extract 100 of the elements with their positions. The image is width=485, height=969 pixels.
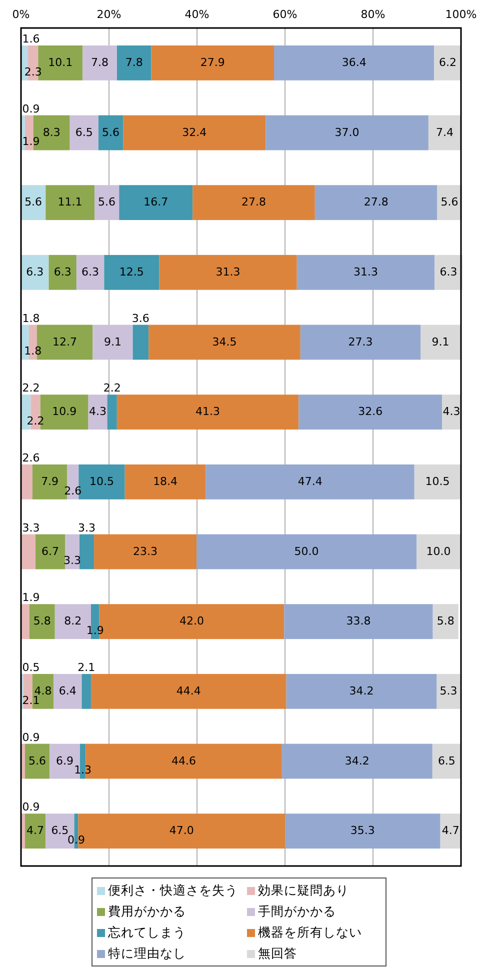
data-label: 7.9: [41, 474, 59, 488]
data-label: 8.3: [42, 126, 60, 139]
bar: [24, 744, 50, 779]
bar: [132, 324, 149, 360]
bar: [36, 534, 65, 570]
legend-label: 効果に疑問あり: [258, 882, 349, 898]
legend-label: 便利さ・快適さを失う: [108, 882, 238, 898]
data-label: 2.2: [22, 382, 40, 395]
data-label: 2.1: [78, 660, 96, 674]
bar: [46, 185, 94, 220]
bar: [159, 254, 297, 290]
data-label: 5.8: [33, 614, 51, 628]
data-label: 42.0: [179, 614, 204, 628]
data-label: 0.9: [22, 102, 40, 116]
bar: [440, 814, 461, 849]
x-tick-label: 60%: [272, 8, 298, 21]
legend-label: 忘れてしまう: [108, 924, 186, 940]
data-label: 41.3: [196, 405, 220, 418]
bar: [428, 115, 461, 150]
data-label: 1.9: [22, 591, 40, 604]
bar: [296, 254, 435, 290]
data-label: 23.3: [133, 544, 158, 558]
data-label: 31.3: [216, 265, 240, 278]
bar: [148, 324, 300, 360]
bar: [432, 604, 458, 640]
bar: [286, 674, 437, 709]
data-label: 10.5: [89, 474, 114, 488]
data-label: 37.0: [334, 126, 360, 139]
bar: [284, 604, 433, 640]
bar: [116, 45, 152, 80]
data-label: 0.5: [22, 660, 40, 674]
data-label: 4.7: [442, 824, 460, 838]
data-label: 10.0: [426, 544, 451, 558]
bar: [54, 674, 82, 709]
data-label: 9.1: [104, 335, 122, 348]
legend-label: 無回答: [258, 945, 297, 960]
data-label: 9.1: [432, 335, 450, 348]
bar: [314, 185, 438, 220]
data-label: 34.2: [344, 754, 370, 768]
data-label: 5.6: [440, 196, 458, 209]
x-tick-label: 80%: [360, 8, 386, 21]
x-tick-label: 40%: [184, 8, 210, 21]
data-label: 27.8: [242, 196, 266, 209]
bar: [48, 254, 76, 290]
data-label: 7.8: [125, 56, 143, 69]
data-label: 5.6: [98, 196, 116, 209]
data-label: 18.4: [153, 474, 178, 488]
data-label: 2.2: [26, 414, 44, 428]
bar: [196, 534, 417, 570]
bar: [420, 324, 461, 360]
data-label: 1.9: [22, 135, 40, 148]
bar: [416, 534, 461, 570]
data-label: 3.3: [22, 521, 40, 534]
data-label: 33.8: [346, 614, 371, 628]
data-label: 11.1: [58, 196, 82, 209]
data-label: 44.4: [176, 684, 201, 698]
legend-label: 特に理由なし: [108, 945, 186, 960]
legend-label: 機器を所有しない: [258, 924, 362, 940]
bar: [82, 674, 91, 709]
data-label: 12.5: [119, 265, 144, 278]
data-label: 6.3: [440, 265, 458, 278]
bar: [21, 534, 36, 570]
data-label: 36.4: [342, 56, 366, 69]
data-label: 1.3: [74, 764, 92, 777]
bar: [98, 115, 124, 150]
data-label: 34.5: [212, 335, 237, 348]
data-label: 0.9: [22, 730, 40, 744]
data-label: 2.6: [22, 451, 40, 464]
data-label: 2.2: [103, 382, 121, 395]
data-label: 5.3: [440, 684, 458, 698]
data-label: 3.3: [78, 521, 96, 534]
bar: [285, 814, 440, 849]
bar: [21, 604, 30, 640]
bar: [206, 464, 414, 500]
bar: [300, 324, 421, 360]
bar: [274, 45, 434, 80]
bar: [92, 324, 133, 360]
data-label: 4.3: [89, 405, 107, 418]
data-label: 3.6: [132, 312, 150, 325]
bar: [90, 674, 286, 709]
bar: [124, 464, 206, 500]
data-label: 0.9: [22, 800, 40, 814]
data-label: 5.6: [24, 196, 42, 209]
bar: [70, 115, 98, 150]
data-label: 47.4: [298, 474, 322, 488]
bar: [76, 254, 104, 290]
data-label: 47.0: [169, 824, 194, 838]
bar: [434, 45, 462, 80]
data-label: 50.0: [294, 544, 319, 558]
legend-label: 費用がかかる: [108, 903, 186, 918]
data-label: 1.6: [22, 32, 40, 46]
data-label: 7.8: [91, 56, 109, 69]
bar: [123, 115, 266, 150]
data-label: 32.4: [182, 126, 207, 139]
data-label: 2.3: [24, 65, 42, 78]
data-label: 6.7: [42, 544, 60, 558]
bar: [192, 185, 315, 220]
data-label: 32.6: [358, 405, 383, 418]
data-label: 10.5: [425, 474, 450, 488]
data-label: 5.8: [436, 614, 454, 628]
